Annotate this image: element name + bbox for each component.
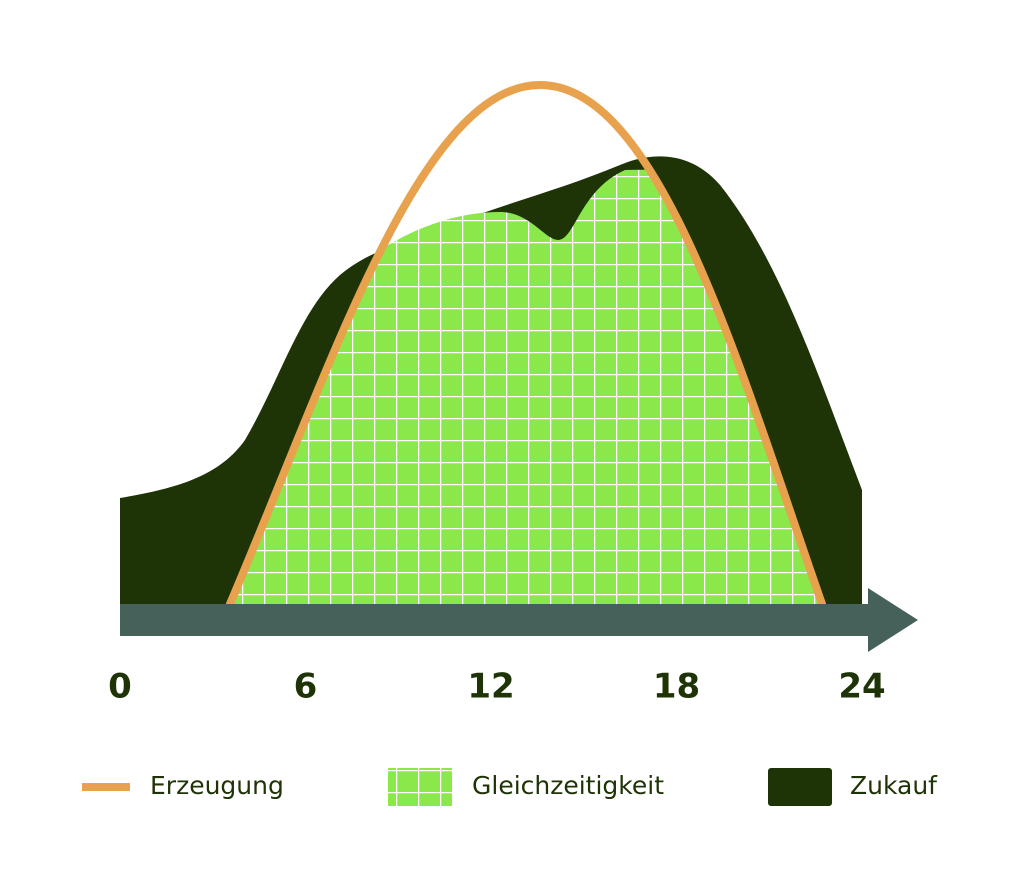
x-tick-label: 24	[838, 667, 885, 707]
legend-label: Erzeugung	[150, 771, 284, 800]
legend-label: Zukauf	[850, 771, 938, 800]
x-tick-label: 6	[294, 667, 318, 707]
legend-label: Gleichzeitigkeit	[472, 771, 664, 800]
x-tick-label: 0	[108, 667, 132, 707]
erzeugung-curve	[226, 80, 826, 608]
x-ticks: 0 6 12 18 24	[108, 667, 886, 707]
legend-gleichzeitigkeit-symbol	[388, 768, 452, 806]
x-axis-arrow	[120, 588, 918, 652]
x-tick-label: 18	[653, 667, 700, 707]
legend-zukauf-symbol	[768, 768, 832, 806]
x-tick-label: 12	[467, 667, 514, 707]
